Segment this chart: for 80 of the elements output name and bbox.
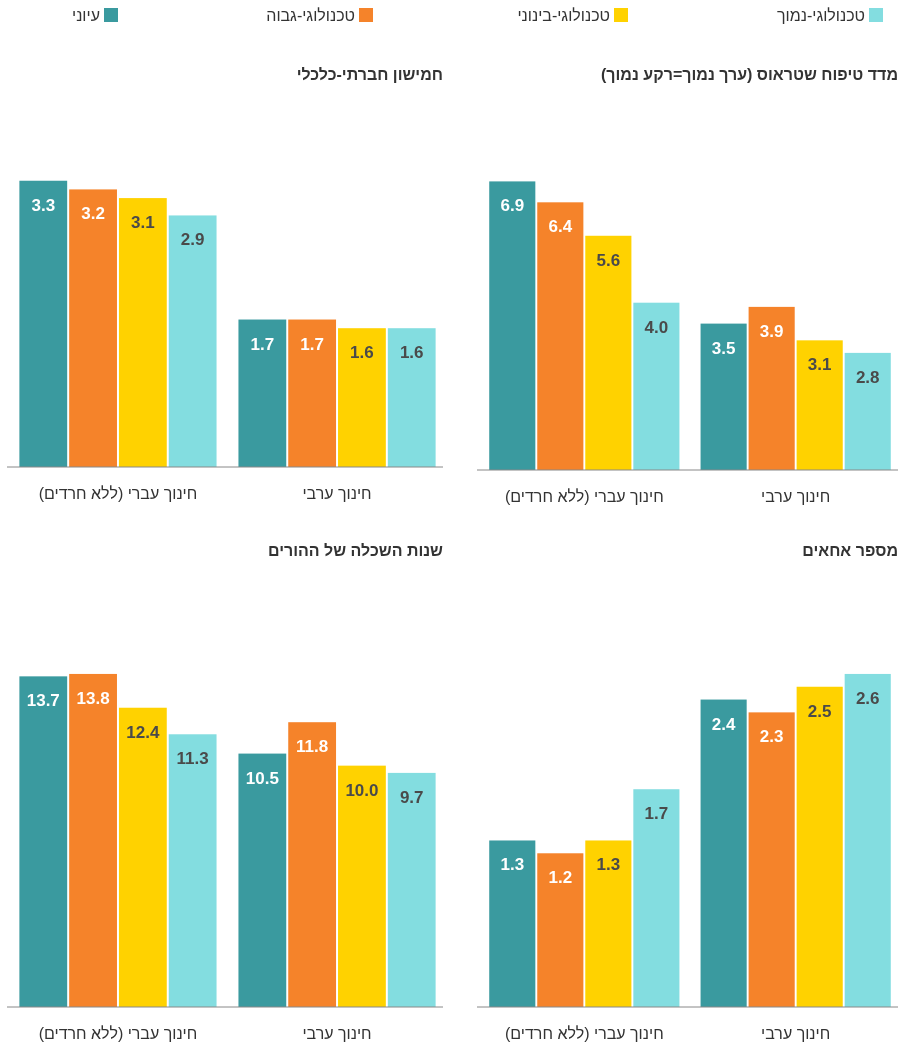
x-tick-label: חינוך עברי (ללא חרדים) [504, 488, 664, 505]
data-label: 9.7 [399, 787, 424, 807]
chart-title: שנות השכלה של ההורים [267, 542, 444, 559]
data-label: 4.0 [644, 317, 669, 337]
x-tick-label: חינוך עברי (ללא חרדים) [504, 1025, 664, 1042]
x-tick-label: חינוך עברי (ללא חרדים) [38, 485, 198, 502]
data-label: 2.9 [180, 230, 205, 250]
data-label: 6.4 [548, 217, 573, 237]
data-label: 3.1 [131, 213, 155, 233]
data-label: 2.5 [807, 701, 832, 721]
bar [633, 789, 680, 1007]
data-label: 1.7 [300, 334, 324, 354]
bar [118, 707, 167, 1007]
data-label: 3.5 [711, 338, 736, 358]
data-label: 3.9 [759, 321, 784, 341]
data-label: 1.3 [500, 855, 525, 875]
bar [537, 202, 584, 470]
data-label: 13.8 [76, 688, 110, 708]
data-label: 11.3 [176, 749, 209, 769]
data-label: 3.3 [31, 195, 56, 215]
x-tick-label: חינוך עברי (ללא חרדים) [38, 1025, 198, 1042]
bar [748, 712, 795, 1007]
bar [168, 734, 217, 1007]
bar [796, 686, 843, 1007]
data-label: 1.6 [399, 343, 424, 363]
data-label: 5.6 [596, 250, 621, 270]
legend-label: עיוני [71, 7, 100, 24]
data-label: 1.6 [350, 343, 374, 363]
chart-title: חמישון חברתי-כלכלי [296, 66, 443, 83]
bar [585, 840, 632, 1007]
data-label: 6.9 [500, 196, 525, 216]
x-tick-label: חינוך ערבי [761, 488, 831, 505]
data-label: 2.4 [711, 714, 736, 734]
bar [238, 319, 287, 467]
bar [700, 323, 747, 470]
data-label: 10.5 [245, 768, 279, 788]
bar [387, 772, 436, 1007]
legend-label: טכנולוגי-גבוה [266, 7, 355, 24]
data-label: 1.7 [644, 804, 669, 824]
x-tick-label: חינוך ערבי [761, 1025, 831, 1042]
bar [537, 853, 584, 1007]
bar [700, 699, 747, 1007]
bar [288, 319, 337, 467]
bar [633, 302, 680, 470]
data-label: 2.3 [759, 727, 784, 747]
data-label: 11.8 [296, 737, 329, 757]
bar [69, 189, 117, 467]
data-label: 3.1 [807, 355, 832, 375]
bar [585, 235, 632, 470]
bar [489, 840, 536, 1007]
data-label: 10.0 [345, 780, 379, 800]
bar [238, 753, 287, 1007]
bar [338, 328, 386, 467]
data-label: 1.2 [548, 868, 573, 888]
data-label: 2.6 [855, 688, 880, 708]
bar [489, 181, 536, 470]
data-label: 12.4 [126, 722, 160, 742]
bar [19, 676, 68, 1007]
bar [118, 198, 167, 467]
bar [168, 215, 217, 467]
data-label: 13.7 [26, 691, 60, 711]
bar [387, 328, 436, 467]
bar [844, 352, 891, 470]
bar [288, 722, 337, 1007]
data-label: 1.7 [250, 334, 275, 354]
chart-title: מספר אחאים [802, 542, 898, 559]
bar [844, 673, 891, 1007]
legend-label: טכנולוגי-נמוך [776, 7, 865, 24]
bar [19, 180, 68, 467]
bar [69, 673, 117, 1007]
x-tick-label: חינוך ערבי [302, 485, 372, 502]
bar [796, 340, 843, 470]
data-label: 1.3 [596, 855, 621, 875]
data-label: 3.2 [81, 204, 105, 224]
x-tick-label: חינוך ערבי [302, 1025, 372, 1042]
bar [748, 306, 795, 470]
chart-title: מדד טיפוח שטראוס (ערך נמוך=רקע נמוך) [600, 66, 898, 83]
data-label: 2.8 [855, 367, 880, 387]
bar [338, 765, 386, 1007]
legend-label: טכנולוגי-בינוני [517, 7, 610, 24]
